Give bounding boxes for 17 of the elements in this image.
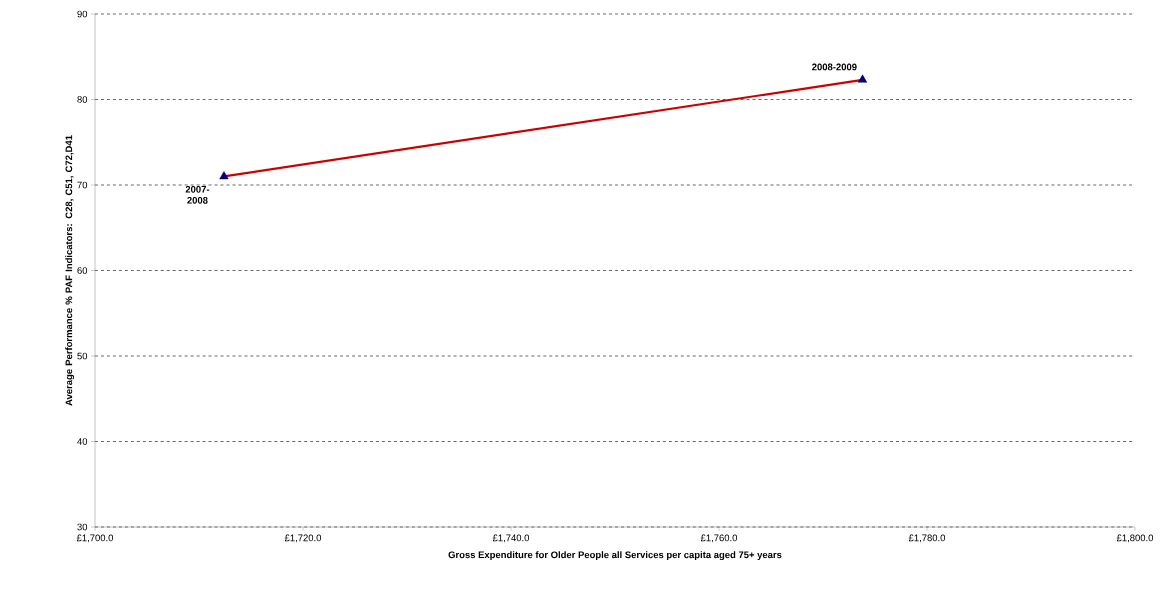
y-tick-label: 60 (77, 267, 88, 274)
y-tick-label: 70 (77, 181, 88, 189)
annotation: 2008-2009 (812, 63, 857, 71)
y-tick-label: 30 (77, 523, 88, 531)
y-axis-title: Average Performance % PAF Indicators: C28, C51, C72,D41 (65, 135, 75, 406)
y-tick-label: 50 (77, 352, 88, 360)
x-tick-label: £1,720.0 (284, 534, 322, 543)
x-tick-label: £1,780.0 (908, 534, 946, 543)
x-tick-label: £1,760.0 (700, 534, 738, 543)
x-tick-label: £1,700.0 (76, 534, 114, 543)
x-axis-title: Gross Expenditure for Older People all Services per capita aged 75+ years (448, 551, 782, 561)
y-tick-label: 90 (77, 10, 88, 18)
x-tick-label: £1,740.0 (492, 534, 530, 543)
y-tick-label: 80 (77, 96, 88, 103)
annotation: 2007-2008 (185, 185, 210, 204)
y-tick-label: 40 (77, 438, 88, 445)
x-tick-label: £1,800.0 (1116, 534, 1154, 543)
